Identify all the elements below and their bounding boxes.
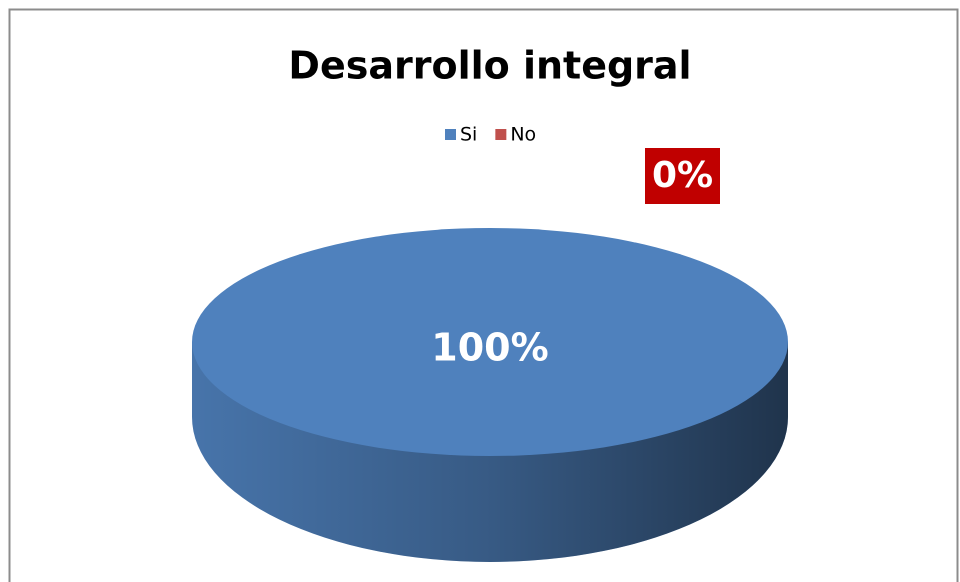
legend-swatch	[445, 129, 456, 140]
chart-title: Desarrollo integral	[288, 44, 691, 88]
pie-slice	[192, 228, 788, 456]
legend-label: Si	[460, 124, 477, 146]
data-label: 0%	[652, 155, 713, 196]
data-label-box	[645, 148, 720, 204]
data-label: 100%	[431, 326, 548, 370]
legend-swatch	[495, 129, 507, 140]
legend-label: No	[510, 124, 536, 146]
